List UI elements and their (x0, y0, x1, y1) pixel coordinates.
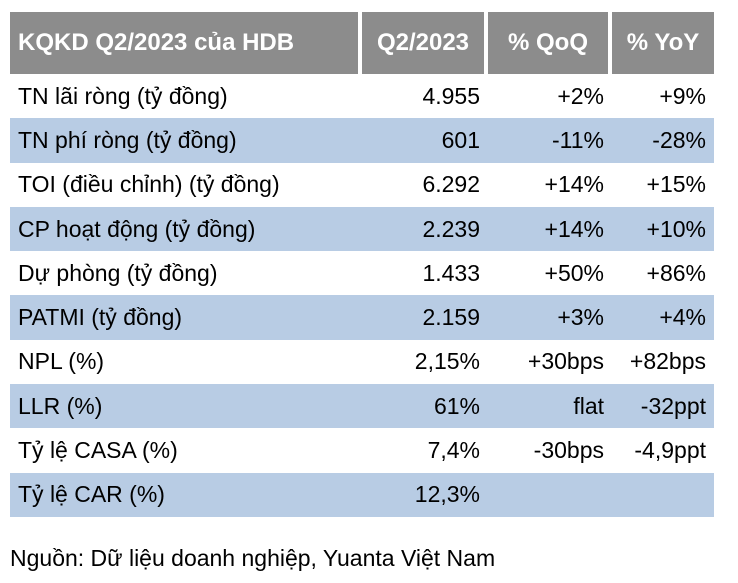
row-yoy: +9% (659, 82, 706, 109)
row-value: 2.239 (422, 215, 480, 242)
row-value: 6.292 (422, 171, 480, 198)
row-label: TN lãi ròng (tỷ đồng) (18, 82, 228, 109)
row-yoy: -32ppt (640, 392, 706, 419)
table-row: Dự phòng (tỷ đồng) 1.433 +50% +86% (10, 251, 714, 295)
table-row: Tỷ lệ CAR (%) 12,3% (10, 472, 714, 517)
row-value: 1.433 (422, 259, 480, 286)
row-yoy: -28% (652, 126, 706, 153)
results-table: KQKD Q2/2023 của HDB Q2/2023 % QoQ % YoY… (10, 12, 714, 517)
table-row: LLR (%) 61% flat -32ppt (10, 384, 714, 429)
row-value: 601 (441, 126, 480, 153)
row-label: TN phí ròng (tỷ đồng) (18, 126, 237, 153)
row-yoy: +4% (659, 304, 706, 331)
row-value: 12,3% (414, 481, 480, 508)
row-qoq: +14% (544, 171, 604, 198)
row-value: 2.159 (422, 304, 480, 331)
row-qoq: -30bps (533, 437, 604, 464)
table-row: Tỷ lệ CASA (%) 7,4% -30bps -4,9ppt (10, 428, 714, 472)
header-yoy: % YoY (612, 12, 714, 74)
row-qoq: flat (573, 392, 604, 419)
row-qoq: +2% (557, 82, 604, 109)
row-yoy: +86% (646, 259, 706, 286)
header-title: KQKD Q2/2023 của HDB (10, 12, 358, 74)
table-row: TN lãi ròng (tỷ đồng) 4.955 +2% +9% (10, 74, 714, 118)
source-note: Nguồn: Dữ liệu doanh nghiệp, Yuanta Việt… (10, 545, 496, 571)
row-yoy: +82bps (629, 348, 706, 375)
table-row: TOI (điều chỉnh) (tỷ đồng) 6.292 +14% +1… (10, 163, 714, 207)
row-yoy: +10% (646, 215, 706, 242)
row-label: Dự phòng (tỷ đồng) (18, 259, 218, 286)
table-row: PATMI (tỷ đồng) 2.159 +3% +4% (10, 295, 714, 340)
row-qoq: +50% (544, 259, 604, 286)
row-qoq: +30bps (527, 348, 604, 375)
row-yoy: +15% (646, 171, 706, 198)
row-label: PATMI (tỷ đồng) (18, 304, 183, 331)
table-row: NPL (%) 2,15% +30bps +82bps (10, 340, 714, 384)
row-label: Tỷ lệ CAR (%) (18, 481, 165, 508)
row-qoq: -11% (552, 126, 604, 153)
row-qoq: +3% (557, 304, 604, 331)
row-value: 7,4% (427, 437, 480, 464)
row-label: Tỷ lệ CASA (%) (18, 437, 178, 464)
table-row: TN phí ròng (tỷ đồng) 601 -11% -28% (10, 118, 714, 163)
row-value: 4.955 (422, 82, 480, 109)
header-qoq: % QoQ (488, 12, 608, 74)
row-qoq: +14% (544, 215, 604, 242)
row-label: NPL (%) (18, 348, 105, 375)
header-period: Q2/2023 (362, 12, 484, 74)
row-value: 2,15% (414, 348, 480, 375)
row-label: TOI (điều chỉnh) (tỷ đồng) (18, 171, 280, 198)
row-label: CP hoạt động (tỷ đồng) (18, 215, 256, 242)
table-row: CP hoạt động (tỷ đồng) 2.239 +14% +10% (10, 206, 714, 252)
row-label: LLR (%) (18, 392, 103, 419)
row-yoy: -4,9ppt (634, 437, 706, 464)
row-value: 61% (433, 392, 480, 419)
table-header: KQKD Q2/2023 của HDB Q2/2023 % QoQ % YoY (10, 12, 714, 74)
